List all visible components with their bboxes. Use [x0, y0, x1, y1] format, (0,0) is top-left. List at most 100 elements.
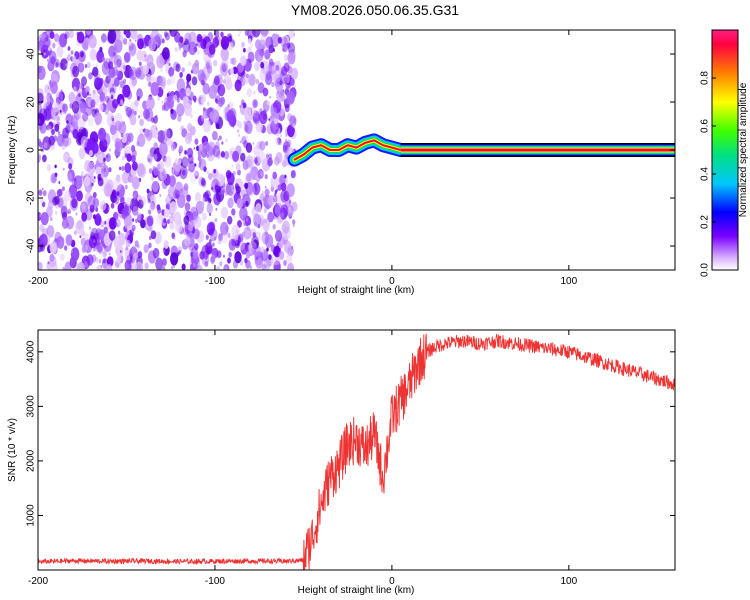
heatmap-cell [125, 106, 132, 117]
heatmap-cell [244, 182, 249, 190]
heatmap-cell [48, 50, 57, 64]
heatmap-cell [226, 109, 235, 124]
heatmap-cell [111, 117, 115, 122]
heatmap-cell [42, 190, 47, 197]
heatmap-cell [259, 110, 268, 125]
heatmap-cell [118, 121, 127, 135]
heatmap-cell [38, 103, 42, 114]
heatmap-cell [47, 124, 52, 132]
heatmap-cell [172, 94, 178, 102]
heatmap-cell [119, 99, 124, 105]
heatmap-cell [291, 201, 298, 212]
heatmap-cell [225, 170, 232, 179]
heatmap-cell [285, 133, 288, 138]
top-y-tick-label: 0 [26, 147, 37, 153]
heatmap-cell [63, 33, 68, 40]
heatmap-cell [220, 36, 230, 50]
heatmap-cell [228, 101, 234, 111]
heatmap-cell [282, 159, 287, 168]
heatmap-cell [153, 115, 158, 124]
heatmap-cell [255, 231, 262, 241]
heatmap-cell [64, 31, 70, 40]
heatmap-cell [136, 33, 143, 44]
bottom-x-axis-label: Height of straight line (km) [298, 585, 415, 596]
heatmap-cell [63, 140, 69, 148]
heatmap-cell [224, 183, 232, 195]
heatmap-cell [123, 52, 131, 63]
heatmap-cell [124, 247, 130, 256]
heatmap-cell [285, 253, 293, 264]
heatmap-cell [51, 128, 55, 136]
heatmap-cell [128, 66, 138, 81]
heatmap-cell [206, 170, 209, 175]
heatmap-cell [164, 32, 170, 41]
heatmap-cell [220, 186, 226, 195]
heatmap-cell [176, 194, 186, 209]
heatmap-cell [73, 86, 77, 92]
colorbar-axis: 0.0 0.2 0.4 0.6 0.8 [700, 71, 716, 277]
heatmap-cell [136, 162, 145, 177]
heatmap-cell [96, 265, 102, 270]
heatmap-cell [206, 203, 213, 214]
heatmap-cell [159, 76, 166, 87]
heatmap-cell [184, 32, 192, 45]
heatmap-cell [95, 207, 98, 212]
heatmap-cell [49, 241, 57, 254]
heatmap-cell [163, 128, 171, 141]
colorbar-tick-label: 0.2 [700, 215, 711, 229]
heatmap-cell [65, 136, 72, 147]
heatmap-cell [161, 100, 164, 104]
heatmap-cell [75, 212, 78, 216]
heatmap-cell [136, 50, 143, 61]
heatmap-cell [90, 99, 96, 108]
heatmap-cell [68, 163, 73, 170]
colorbar-label: Normalized spectral amplitude [738, 82, 749, 217]
heatmap-cell [60, 58, 68, 71]
heatmap-cell [232, 171, 236, 176]
heatmap-cell [146, 73, 152, 82]
heatmap-cell [49, 216, 53, 222]
heatmap-cell [68, 184, 78, 199]
heatmap-cell [71, 198, 78, 209]
heatmap-cell [113, 77, 120, 87]
heatmap-cell [150, 82, 160, 96]
heatmap-cell [145, 108, 154, 122]
heatmap-cell [115, 186, 125, 201]
heatmap-cell [153, 167, 159, 176]
heatmap-cell [253, 245, 262, 260]
heatmap-cell [83, 175, 91, 187]
heatmap-cell [102, 258, 109, 269]
heatmap-cell [81, 39, 89, 50]
heatmap-cell [283, 240, 292, 254]
heatmap-cell [43, 142, 48, 149]
snr-panel: -200 -100 0 100 1000 2000 3000 4000 Height of … [7, 329, 676, 596]
heatmap-cell [181, 186, 189, 198]
heatmap-cell [268, 153, 273, 160]
heatmap-cell [246, 182, 255, 197]
heatmap-cell [164, 31, 168, 38]
heatmap-cell [239, 76, 246, 87]
heatmap-cell [54, 172, 58, 177]
heatmap-cell [292, 219, 296, 225]
heatmap-cell [223, 150, 230, 160]
heatmap-cell [183, 42, 186, 46]
heatmap-cell [214, 98, 218, 103]
heatmap-cell [78, 93, 81, 97]
heatmap-cell [39, 223, 45, 232]
heatmap-cell [178, 153, 181, 156]
heatmap-cell [156, 54, 165, 69]
heatmap-cell [63, 153, 70, 163]
heatmap-cell [214, 236, 217, 241]
heatmap-cell [192, 262, 196, 268]
heatmap-cell [93, 176, 96, 179]
heatmap-cell [56, 236, 65, 249]
heatmap-cell [60, 253, 65, 262]
heatmap-cell [38, 189, 43, 196]
heatmap-cell [237, 121, 243, 129]
heatmap-cell [145, 130, 153, 142]
heatmap-cell [210, 109, 220, 123]
heatmap-cell [250, 246, 256, 255]
heatmap-cell [284, 174, 287, 179]
bottom-x-tick-label: -200 [28, 576, 48, 587]
